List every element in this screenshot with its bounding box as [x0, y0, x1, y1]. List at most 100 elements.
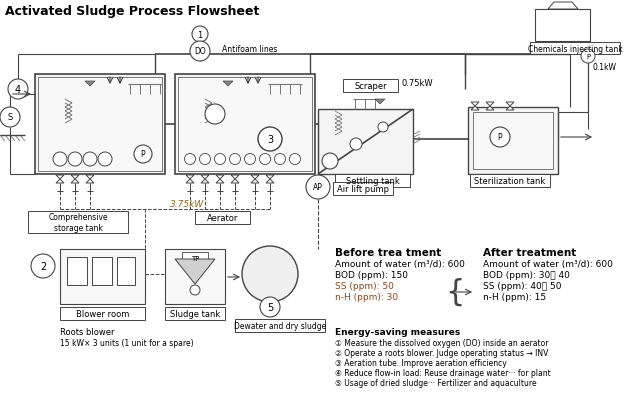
Text: ⑤ Usage of dried sludge··· Fertilizer and aquaculture: ⑤ Usage of dried sludge··· Fertilizer an…	[335, 378, 536, 387]
Polygon shape	[86, 179, 94, 183]
Text: Air lift pump: Air lift pump	[337, 185, 389, 194]
Bar	[470, 175, 550, 188]
Text: S: S	[8, 113, 13, 122]
Circle shape	[68, 153, 82, 166]
Bar	[530, 43, 620, 55]
Polygon shape	[548, 3, 578, 10]
Bar	[38, 78, 162, 172]
Polygon shape	[251, 179, 259, 183]
Text: Amount of water (m³/d): 600: Amount of water (m³/d): 600	[335, 259, 465, 269]
Bar	[165, 307, 225, 320]
Circle shape	[0, 108, 20, 128]
Circle shape	[258, 128, 282, 151]
Text: Activated Sludge Process Flowsheet: Activated Sludge Process Flowsheet	[5, 5, 259, 18]
Text: Blower room: Blower room	[76, 309, 129, 318]
Polygon shape	[506, 103, 514, 107]
Circle shape	[190, 42, 210, 62]
Bar	[28, 211, 128, 233]
Text: ① Measure the dissolved oxygen (DO) inside an aerator: ① Measure the dissolved oxygen (DO) insi…	[335, 338, 548, 347]
Polygon shape	[71, 175, 79, 179]
Polygon shape	[186, 179, 194, 183]
Circle shape	[306, 175, 330, 200]
Bar	[333, 183, 393, 196]
Polygon shape	[216, 179, 224, 183]
Polygon shape	[375, 100, 385, 105]
Polygon shape	[85, 82, 95, 87]
Polygon shape	[216, 175, 224, 179]
Circle shape	[98, 153, 112, 166]
Text: P: P	[141, 150, 145, 159]
Circle shape	[192, 27, 208, 43]
Circle shape	[490, 128, 510, 148]
Text: After treatment: After treatment	[483, 247, 576, 257]
Text: 15 kW× 3 units (1 unit for a spare): 15 kW× 3 units (1 unit for a spare)	[60, 338, 194, 347]
Circle shape	[230, 154, 241, 165]
Polygon shape	[231, 179, 239, 183]
Polygon shape	[231, 175, 239, 179]
Text: 4: 4	[15, 85, 21, 95]
Circle shape	[260, 297, 280, 317]
Circle shape	[134, 146, 152, 164]
Polygon shape	[186, 175, 194, 179]
Text: P: P	[498, 133, 502, 142]
Bar	[60, 249, 145, 304]
Bar	[175, 75, 315, 175]
Polygon shape	[56, 179, 64, 183]
Circle shape	[205, 105, 225, 125]
Bar	[182, 252, 208, 264]
Polygon shape	[251, 175, 259, 179]
Polygon shape	[56, 175, 64, 179]
Text: Energy-saving measures: Energy-saving measures	[335, 327, 460, 336]
Text: DO: DO	[194, 47, 206, 56]
Bar	[117, 257, 135, 285]
Text: 3.75kW: 3.75kW	[170, 200, 204, 209]
Text: Sterilization tank: Sterilization tank	[474, 177, 546, 185]
Text: 2: 2	[40, 261, 46, 271]
Text: Scraper: Scraper	[354, 82, 387, 91]
Bar	[318, 110, 413, 175]
Circle shape	[378, 123, 388, 133]
Circle shape	[214, 154, 225, 165]
Polygon shape	[486, 107, 494, 111]
Circle shape	[289, 154, 301, 165]
Polygon shape	[71, 179, 79, 183]
Circle shape	[31, 254, 55, 278]
Text: ④ Reduce flow-in load: Reuse drainage water··· for plant: ④ Reduce flow-in load: Reuse drainage wa…	[335, 368, 551, 377]
Circle shape	[184, 154, 195, 165]
Polygon shape	[266, 175, 274, 179]
Circle shape	[242, 246, 298, 302]
Circle shape	[581, 50, 595, 64]
Polygon shape	[486, 103, 494, 107]
Circle shape	[8, 80, 28, 100]
Circle shape	[190, 285, 200, 295]
Text: Roots blower: Roots blower	[60, 327, 115, 336]
Polygon shape	[175, 259, 215, 284]
Text: Chemicals injecting tank: Chemicals injecting tank	[527, 45, 622, 53]
Text: SS (ppm): 40～ 50: SS (ppm): 40～ 50	[483, 281, 561, 290]
Text: TP: TP	[191, 256, 199, 261]
Text: 0.75kW: 0.75kW	[402, 79, 434, 88]
Text: n-H (ppm): 30: n-H (ppm): 30	[335, 292, 398, 301]
Circle shape	[350, 139, 362, 151]
Text: SS (ppm): 50: SS (ppm): 50	[335, 281, 394, 290]
Text: Before trea tment: Before trea tment	[335, 247, 441, 257]
Text: Dewater and dry sludge: Dewater and dry sludge	[234, 321, 326, 330]
Polygon shape	[86, 175, 94, 179]
Bar	[535, 10, 590, 42]
Text: 1: 1	[197, 30, 203, 39]
Bar	[235, 319, 325, 332]
Bar	[195, 211, 250, 224]
Bar	[92, 257, 112, 285]
Bar	[178, 78, 312, 172]
Circle shape	[200, 154, 211, 165]
Polygon shape	[266, 179, 274, 183]
Bar	[35, 75, 165, 175]
Circle shape	[53, 153, 67, 166]
Bar	[60, 307, 145, 320]
Text: ③ Aeration tube. Improve aeration efficiency: ③ Aeration tube. Improve aeration effici…	[335, 358, 507, 367]
Text: BOD (ppm): 30～ 40: BOD (ppm): 30～ 40	[483, 270, 570, 279]
Text: Settling tank: Settling tank	[346, 177, 399, 185]
Polygon shape	[471, 107, 479, 111]
Text: Amount of water (m³/d): 600: Amount of water (m³/d): 600	[483, 259, 613, 269]
Text: n-H (ppm): 15: n-H (ppm): 15	[483, 292, 546, 301]
